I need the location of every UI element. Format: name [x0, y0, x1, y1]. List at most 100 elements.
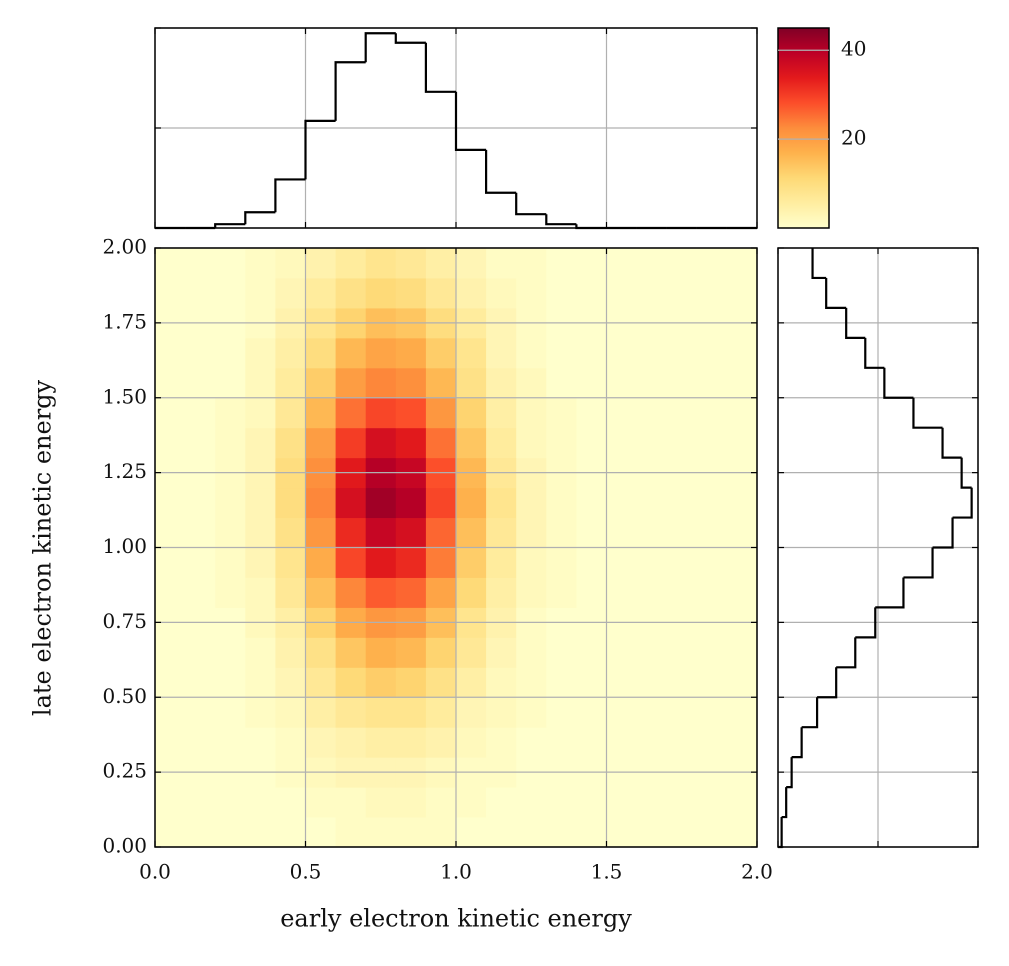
- heatmap-cell: [696, 727, 728, 758]
- heatmap-cell: [456, 397, 487, 429]
- heatmap-cell: [606, 667, 638, 698]
- heatmap-cell: [185, 248, 216, 279]
- heatmap-cell: [726, 397, 758, 429]
- histogram-step: [304, 119, 336, 180]
- histogram-step: [364, 32, 396, 63]
- heatmap-cell: [275, 337, 306, 369]
- histogram-step: [791, 727, 803, 759]
- heatmap-cell: [215, 367, 246, 399]
- heatmap-cell: [275, 487, 306, 519]
- heatmap-cell: [425, 667, 457, 698]
- heatmap-cell: [726, 487, 758, 519]
- heatmap-cell: [456, 248, 487, 279]
- heatmap-cell: [185, 277, 216, 309]
- heatmap-cell: [245, 727, 276, 758]
- heatmap-cell: [486, 697, 517, 728]
- heatmap-cell: [726, 277, 758, 309]
- heatmap-cell: [365, 697, 397, 728]
- heatmap-cell: [425, 727, 457, 758]
- heatmap-cell: [576, 397, 607, 429]
- histogram-step: [786, 757, 793, 789]
- heatmap-cell: [696, 577, 728, 608]
- heatmap-cell: [155, 427, 186, 459]
- heatmap-cell: [486, 637, 517, 668]
- heatmap-cell: [606, 787, 638, 818]
- heatmap-cell: [486, 547, 517, 578]
- heatmap-cell: [395, 697, 427, 728]
- heatmap-cell: [365, 817, 397, 848]
- heatmap-cell: [666, 577, 698, 608]
- heatmap-cell: [155, 667, 186, 698]
- heatmap-cell: [576, 277, 607, 309]
- heatmap-cell: [155, 487, 186, 519]
- heatmap-cell: [516, 727, 547, 758]
- heatmap-cell: [245, 667, 276, 698]
- heatmap-cell: [395, 787, 427, 818]
- heatmap-cell: [245, 427, 276, 459]
- heatmap-cell: [215, 487, 246, 519]
- heatmap-cell: [335, 667, 367, 698]
- heatmap-cell: [365, 397, 397, 429]
- heatmap-cell: [516, 427, 547, 459]
- heatmap-cell: [335, 517, 367, 548]
- y-tick-label: 2.00: [102, 235, 147, 259]
- heatmap-cell: [606, 517, 638, 548]
- heatmap-cell: [486, 427, 517, 459]
- heatmap-cell: [666, 637, 698, 668]
- heatmap-cell: [546, 337, 577, 369]
- heatmap-cell: [456, 727, 487, 758]
- y-tick-label: 0.00: [102, 834, 147, 858]
- histogram-step: [485, 149, 517, 194]
- histogram-step: [244, 211, 276, 225]
- heatmap-cell: [636, 487, 668, 519]
- heatmap-cell: [395, 817, 427, 848]
- heatmap-cell: [696, 397, 728, 429]
- heatmap-cell: [606, 367, 638, 399]
- histogram-step: [836, 637, 857, 669]
- heatmap-cell: [726, 667, 758, 698]
- heatmap-cell: [486, 787, 517, 818]
- heatmap-cell: [365, 248, 397, 279]
- heatmap-cell: [546, 817, 577, 848]
- heatmap-cell: [275, 547, 306, 578]
- heatmap-cell: [576, 337, 607, 369]
- heatmap-cell: [516, 277, 547, 309]
- histogram-step: [424, 42, 456, 93]
- heatmap-cell: [516, 248, 547, 279]
- heatmap-cell: [666, 337, 698, 369]
- heatmap-cell: [395, 337, 427, 369]
- heatmap-cell: [215, 637, 246, 668]
- heatmap-cell: [305, 367, 337, 399]
- y-tick-label: 1.50: [102, 384, 147, 408]
- heatmap-cell: [365, 577, 397, 608]
- heatmap-cell: [185, 637, 216, 668]
- heatmap-cell: [155, 397, 186, 429]
- heatmap-cell: [305, 397, 337, 429]
- heatmap-cell: [425, 787, 457, 818]
- heatmap-cell: [456, 577, 487, 608]
- heatmap-cell: [425, 487, 457, 519]
- heatmap-cell: [636, 787, 668, 818]
- heatmap-cell: [155, 277, 186, 309]
- heatmap-cell: [335, 547, 367, 578]
- heatmap-cell: [546, 547, 577, 578]
- heatmap-cell: [696, 248, 728, 279]
- heatmap-cell: [546, 577, 577, 608]
- heatmap-cell: [546, 487, 577, 519]
- x-axis-label: early electron kinetic energy: [280, 905, 632, 933]
- heatmap-cell: [185, 397, 216, 429]
- heatmap-cell: [636, 637, 668, 668]
- heatmap-cell: [456, 277, 487, 309]
- heatmap-cell: [155, 637, 186, 668]
- heatmap-cell: [516, 787, 547, 818]
- heatmap-cell: [606, 577, 638, 608]
- heatmap-cell: [486, 727, 517, 758]
- heatmap-cell: [456, 337, 487, 369]
- heatmap-cell: [726, 637, 758, 668]
- heatmap-cell: [606, 337, 638, 369]
- heatmap-cell: [425, 367, 457, 399]
- histogram-step: [334, 61, 366, 121]
- y-tick-label: 1.25: [102, 459, 147, 483]
- heatmap-cell: [335, 367, 367, 399]
